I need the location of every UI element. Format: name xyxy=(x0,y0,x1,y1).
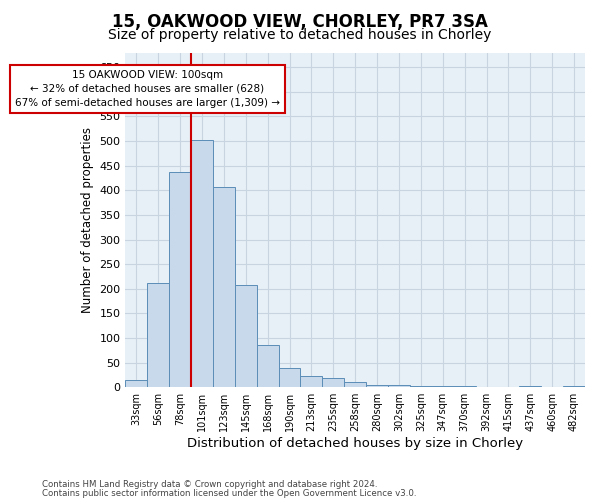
Bar xyxy=(235,286,257,387)
Text: Size of property relative to detached houses in Chorley: Size of property relative to detached ho… xyxy=(109,28,491,42)
Bar xyxy=(301,376,322,387)
Bar xyxy=(169,172,191,387)
Bar xyxy=(278,368,301,387)
Text: Contains public sector information licensed under the Open Government Licence v3: Contains public sector information licen… xyxy=(42,488,416,498)
Bar xyxy=(257,346,278,387)
Bar xyxy=(344,382,366,387)
Bar xyxy=(563,386,585,387)
Text: 15, OAKWOOD VIEW, CHORLEY, PR7 3SA: 15, OAKWOOD VIEW, CHORLEY, PR7 3SA xyxy=(112,12,488,30)
Bar xyxy=(520,386,541,387)
Y-axis label: Number of detached properties: Number of detached properties xyxy=(81,127,94,313)
Bar xyxy=(454,386,476,387)
X-axis label: Distribution of detached houses by size in Chorley: Distribution of detached houses by size … xyxy=(187,437,523,450)
Bar xyxy=(366,384,388,387)
Bar xyxy=(147,283,169,387)
Bar xyxy=(322,378,344,387)
Bar xyxy=(432,386,454,387)
Bar xyxy=(191,140,213,387)
Text: 15 OAKWOOD VIEW: 100sqm
← 32% of detached houses are smaller (628)
67% of semi-d: 15 OAKWOOD VIEW: 100sqm ← 32% of detache… xyxy=(15,70,280,108)
Text: Contains HM Land Registry data © Crown copyright and database right 2024.: Contains HM Land Registry data © Crown c… xyxy=(42,480,377,489)
Bar xyxy=(410,386,432,387)
Bar xyxy=(125,380,147,387)
Bar xyxy=(388,384,410,387)
Bar xyxy=(213,187,235,387)
